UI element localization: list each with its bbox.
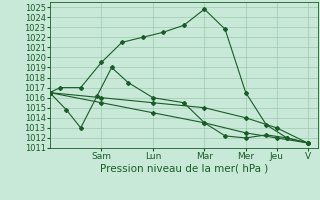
X-axis label: Pression niveau de la mer( hPa ): Pression niveau de la mer( hPa ) bbox=[100, 164, 268, 174]
